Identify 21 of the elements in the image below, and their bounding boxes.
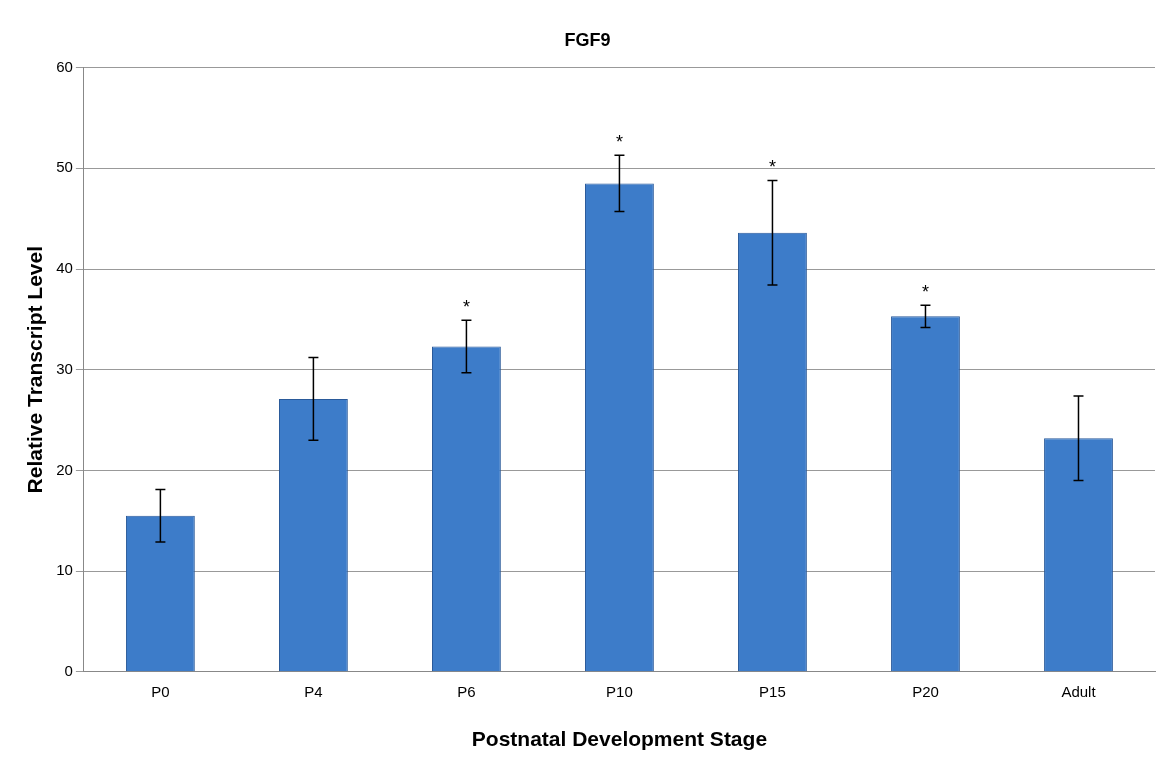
x-tick-label: Adult <box>1061 682 1097 700</box>
x-tick-label: P6 <box>457 682 476 700</box>
y-axis-title: Relative Transcript Level <box>23 245 47 494</box>
y-tick-label: 30 <box>56 359 73 377</box>
y-tick-label: 20 <box>56 460 73 478</box>
y-tick-label: 50 <box>56 158 73 176</box>
x-tick-label: P0 <box>151 682 170 700</box>
y-tick-label: 10 <box>56 561 73 579</box>
y-tick-label: 60 <box>56 57 73 75</box>
annotation: * <box>462 297 470 318</box>
annotation: * <box>921 282 929 303</box>
y-tick-label: 0 <box>64 661 73 679</box>
x-tick-label: P15 <box>759 682 786 700</box>
x-tick-label: P4 <box>304 682 323 700</box>
x-tick-label: P20 <box>912 682 939 700</box>
annotation: * <box>768 157 776 178</box>
annotation: * <box>615 132 623 153</box>
chart-title: FGF9 <box>564 29 611 50</box>
x-axis-title: Postnatal Development Stage <box>471 727 768 751</box>
x-tick-label: P10 <box>606 682 633 700</box>
y-tick-label: 40 <box>56 259 73 277</box>
